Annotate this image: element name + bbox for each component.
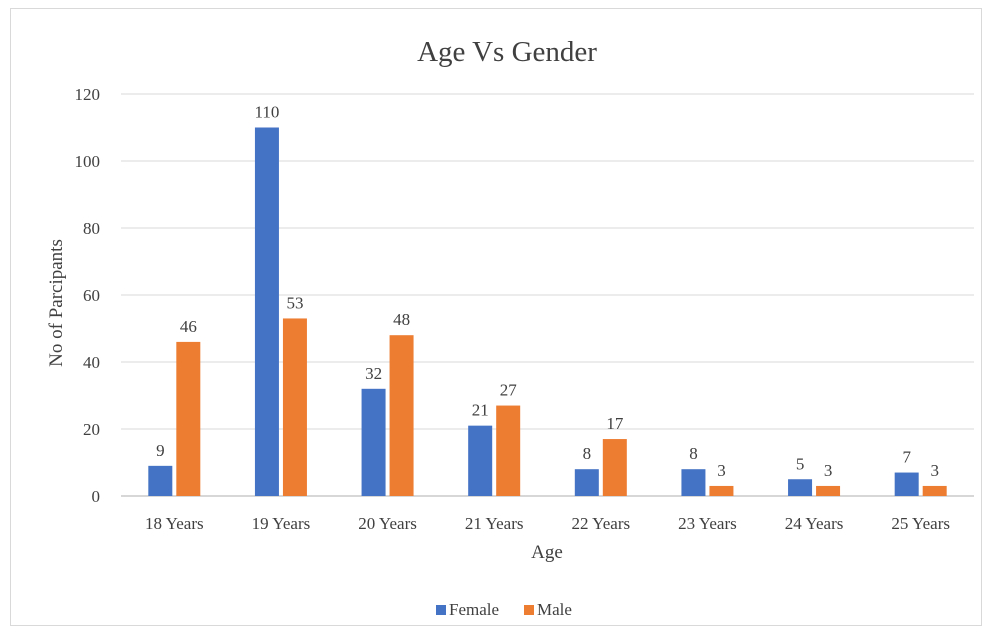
bar-female [788,479,813,496]
y-axis-ticks: 0 20 40 60 80 100 120 [75,85,101,506]
bar-female [148,465,173,496]
y-tick-label: 20 [83,420,100,439]
chart-frame: Age Vs Gender 0 20 40 60 80 100 120 9 46 110 53 32… [10,8,982,626]
bar-female [681,469,706,496]
x-tick-label: 20 Years [358,514,417,533]
bar-female [254,127,279,496]
data-label-female: 8 [689,444,698,463]
bar-male [176,341,201,496]
bar-female [468,425,493,496]
x-axis-ticks: 18 Years 19 Years 20 Years 21 Years 22 Years… [145,514,950,533]
data-label-female: 7 [902,448,911,467]
chart-title: Age Vs Gender [417,36,597,68]
data-label-female: 110 [255,103,280,122]
data-label-male: 17 [606,414,624,433]
y-tick-label: 60 [83,286,100,305]
y-tick-label: 80 [83,219,100,238]
data-label-female: 8 [583,444,592,463]
y-axis-title: No of Parcipants [46,239,67,367]
data-label-male: 3 [930,461,939,480]
legend-label-female: Female [449,600,499,619]
legend-swatch-male [524,605,534,615]
bar-male [282,318,307,496]
y-tick-label: 0 [92,487,101,506]
x-tick-label: 21 Years [465,514,524,533]
data-label-male: 46 [180,317,197,336]
x-axis-title: Age [531,542,563,563]
x-tick-label: 19 Years [252,514,311,533]
bar-male [602,439,627,496]
bar-female [894,472,919,496]
data-label-male: 3 [717,461,726,480]
legend-label-male: Male [537,600,572,619]
x-tick-label: 18 Years [145,514,204,533]
bar-male [922,485,947,496]
bar-female [361,388,386,496]
x-tick-label: 25 Years [891,514,950,533]
data-label-female: 9 [156,441,165,460]
bar-male [816,485,841,496]
data-label-female: 21 [472,401,489,420]
data-label-female: 5 [796,454,805,473]
bar-male [389,335,414,496]
legend-swatch-female [436,605,446,615]
data-label-male: 48 [393,310,410,329]
y-tick-label: 40 [83,353,100,372]
x-tick-label: 23 Years [678,514,737,533]
y-tick-label: 120 [75,85,101,104]
bar-male [709,485,734,496]
y-tick-label: 100 [75,152,101,171]
x-tick-label: 22 Years [572,514,631,533]
x-tick-label: 24 Years [785,514,844,533]
data-label-female: 32 [365,364,382,383]
bar-male [496,405,521,496]
bar-female [574,469,599,496]
data-label-male: 27 [500,381,518,400]
data-label-male: 3 [824,461,833,480]
grid-lines [121,93,974,497]
bars [148,127,947,496]
legend: Female Male [436,600,572,619]
data-label-male: 53 [286,293,303,312]
